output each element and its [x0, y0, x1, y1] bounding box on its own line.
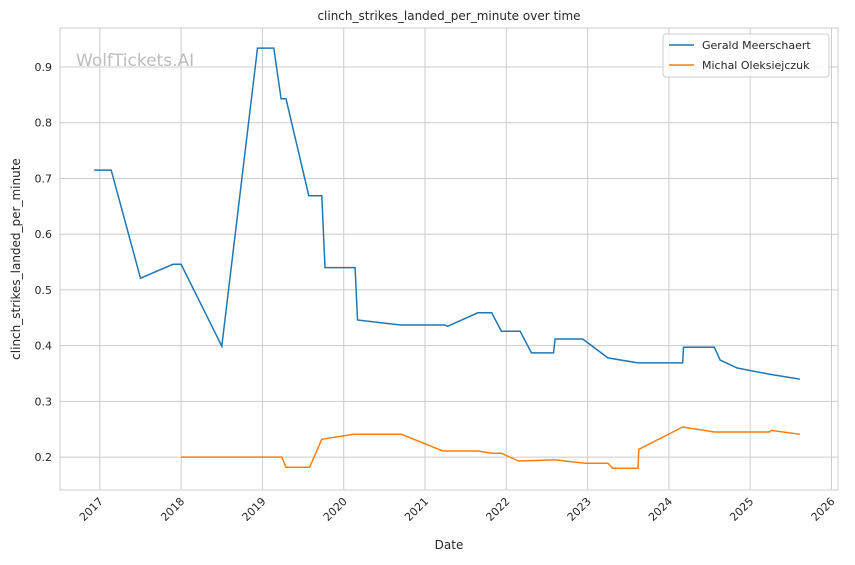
- y-tick-label: 0.3: [35, 395, 53, 408]
- plot-frame: [59, 27, 839, 491]
- y-axis-label: clinch_strikes_landed_per_minute: [9, 158, 23, 360]
- x-tick-label: 2020: [321, 495, 350, 524]
- y-tick-label: 0.6: [35, 228, 53, 241]
- y-tick-label: 0.4: [35, 340, 53, 353]
- x-tick-label: 2022: [483, 495, 512, 524]
- x-tick-label: 2023: [565, 495, 594, 524]
- x-tick-label: 2024: [646, 495, 675, 524]
- x-tick-label: 2021: [402, 495, 431, 524]
- x-tick-label: 2025: [727, 495, 756, 524]
- grid: [60, 28, 838, 490]
- legend: Gerald Meerschaert Michal Oleksiejczuk: [662, 33, 830, 78]
- series-line-gerald-meerschaert: [94, 47, 800, 380]
- tick-labels: 2017 2018 2019 2020 2021 2022 2023 2024 2025 2026…: [35, 61, 838, 524]
- chart-title: clinch_strikes_landed_per_minute over ti…: [317, 9, 580, 23]
- watermark: WolfTickets.AI: [76, 51, 194, 71]
- x-axis-label: Date: [435, 538, 464, 552]
- series-lines: [94, 47, 800, 470]
- legend-box: [662, 33, 830, 78]
- y-tick-label: 0.9: [35, 61, 53, 74]
- x-tick-label: 2019: [240, 495, 269, 524]
- x-tick-label: 2017: [77, 495, 106, 524]
- y-tick-label: 0.2: [35, 451, 53, 464]
- legend-label-gerald: Gerald Meerschaert: [702, 39, 811, 52]
- series-line-michal-oleksiejczuk: [181, 426, 800, 470]
- y-tick-label: 0.5: [35, 284, 53, 297]
- x-tick-label: 2026: [809, 495, 838, 524]
- x-tick-label: 2018: [158, 495, 187, 524]
- legend-label-michal: Michal Oleksiejczuk: [702, 59, 810, 72]
- y-tick-label: 0.8: [35, 117, 53, 130]
- y-tick-label: 0.7: [35, 172, 53, 185]
